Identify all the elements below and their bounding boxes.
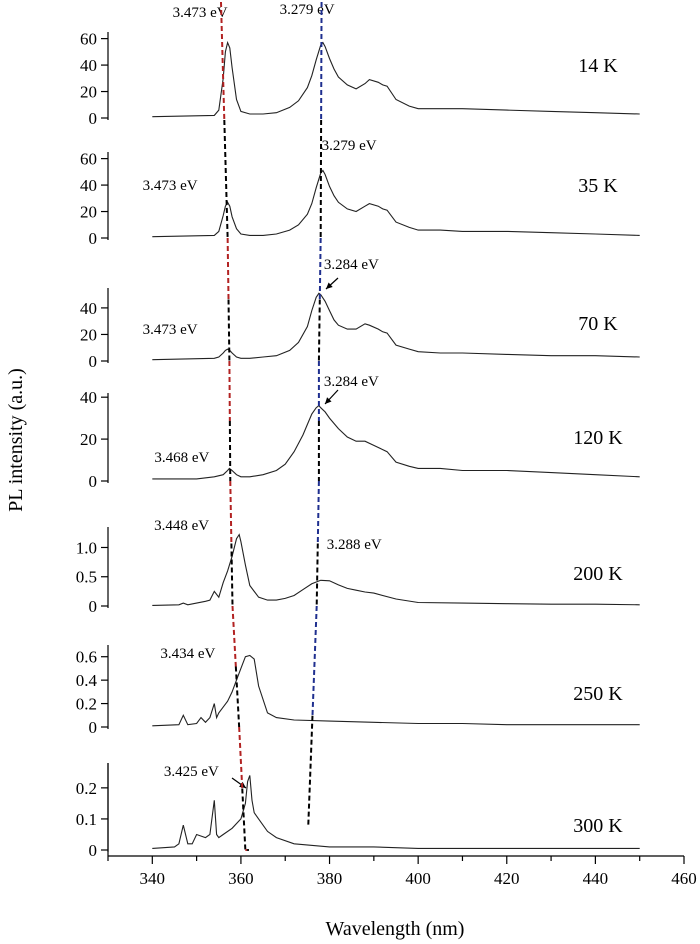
guide-line-segment [227, 299, 231, 362]
x-tick-label: 420 [494, 869, 520, 888]
arrow-head [326, 282, 333, 289]
temperature-label: 200 K [573, 563, 623, 585]
y-tick-label: 0.2 [76, 695, 97, 714]
arrow-head [325, 397, 332, 404]
y-tick-label: 60 [80, 150, 97, 169]
x-tick-label: 340 [140, 869, 166, 888]
spectrum-line [152, 292, 640, 361]
peak-energy-label: 3.284 eV [324, 374, 379, 390]
peak-energy-label: 3.448 eV [154, 518, 209, 534]
spectrum-line [152, 40, 640, 118]
y-tick-label: 0 [89, 109, 98, 128]
guide-line-segment [229, 480, 233, 544]
x-axis-label: Wavelength (nm) [326, 918, 465, 940]
peak-energy-label: 3.434 eV [160, 646, 215, 662]
temperature-label: 35 K [578, 175, 618, 197]
guide-line-segment [230, 543, 234, 607]
peak-energy-label: 3.279 eV [280, 2, 335, 18]
panel-300k: 0 0.1 0.2 300 K 3.425 eV [76, 763, 640, 860]
y-tick-label: 1.0 [76, 538, 97, 557]
y-tick-label: 0 [89, 718, 98, 737]
x-tick-label: 360 [228, 869, 254, 888]
peak-energy-label: 3.288 eV [327, 537, 382, 553]
peak-energy-label: 3.425 eV [164, 764, 219, 780]
panel-250k: 0 0.2 0.4 0.6 250 K 3.434 eV [76, 645, 640, 737]
temperature-label: 70 K [578, 313, 618, 335]
y-tick-label: 20 [80, 203, 97, 222]
guide-line-segment [317, 299, 321, 362]
y-tick-label: 40 [80, 388, 97, 407]
peak-energy-label: 3.279 eV [322, 138, 377, 154]
guide-line-segment [226, 237, 230, 300]
panel-70k: 0 20 40 70 K 3.473 eV 3.284 eV [80, 257, 640, 371]
spectrum-line [152, 404, 640, 480]
temperature-label: 250 K [573, 683, 623, 705]
y-tick-label: 0.2 [76, 779, 97, 798]
panel-200k: 0 0.5 1.0 200 K 3.448 eV 3.288 eV [76, 518, 640, 616]
y-tick-label: 0 [89, 472, 98, 491]
guide-line-segment [307, 715, 314, 826]
peak-energy-label: 3.473 eV [173, 5, 228, 21]
y-tick-label: 40 [80, 56, 97, 75]
y-tick-label: 0.4 [76, 671, 98, 690]
spectrum-line [152, 654, 640, 727]
peak-energy-label: 3.284 eV [324, 257, 379, 273]
x-tick-label: 440 [583, 869, 609, 888]
y-tick-label: 40 [80, 176, 97, 195]
spectrum-line [152, 775, 640, 849]
y-tick-label: 0 [89, 229, 98, 248]
y-tick-label: 0 [89, 841, 98, 860]
y-tick-label: 0 [89, 352, 98, 371]
peak-energy-label: 3.473 eV [143, 178, 198, 194]
guide-line-segment [231, 605, 237, 667]
temperature-label: 300 K [573, 815, 623, 837]
temperature-label: 120 K [573, 427, 623, 449]
spectrum-line [152, 169, 640, 238]
y-tick-label: 60 [80, 30, 97, 49]
y-tick-label: 20 [80, 325, 97, 344]
guide-line-segment [316, 480, 320, 544]
temperature-label: 14 K [578, 55, 618, 77]
y-axis-label: PL intensity (a.u.) [5, 368, 27, 512]
spectrum-line [152, 533, 640, 606]
guide-line-segment [315, 543, 319, 607]
y-tick-label: 0.1 [76, 810, 97, 829]
y-tick-label: 0.5 [76, 568, 97, 587]
guide-line-segment [238, 726, 244, 789]
guide-line-segment [219, 1, 226, 121]
x-axis: 340 360 380 400 420 440 460 [107, 763, 697, 888]
x-tick-label: 380 [317, 869, 343, 888]
panel-120k: 0 20 40 120 K 3.468 eV 3.284 eV [80, 374, 640, 491]
panel-35k: 0 20 40 60 35 K 3.473 eV 3.279 eV [80, 138, 640, 248]
y-tick-label: 20 [80, 430, 97, 449]
guide-line-segment [311, 605, 318, 716]
x-tick-label: 460 [671, 869, 697, 888]
y-tick-label: 40 [80, 299, 97, 318]
peak-energy-label: 3.473 eV [143, 322, 198, 338]
y-tick-label: 0 [89, 597, 98, 616]
panel-14k: 0 20 40 60 14 K 3.473 eV 3.279 eV [80, 2, 640, 128]
guide-line-segment [223, 119, 229, 239]
guide-line-segment [241, 788, 247, 851]
guide-line-segment [318, 237, 322, 300]
guide-lines-group [219, 1, 323, 851]
guide-line-segment [234, 666, 241, 728]
panels-group: 0 20 40 60 14 K 3.473 eV 3.279 eV 0 20 40 60 35 K 3.… [76, 2, 640, 860]
y-tick-label: 20 [80, 83, 97, 102]
peak-energy-label: 3.468 eV [154, 450, 209, 466]
x-tick-label: 400 [405, 869, 431, 888]
y-tick-label: 0.6 [76, 648, 97, 667]
